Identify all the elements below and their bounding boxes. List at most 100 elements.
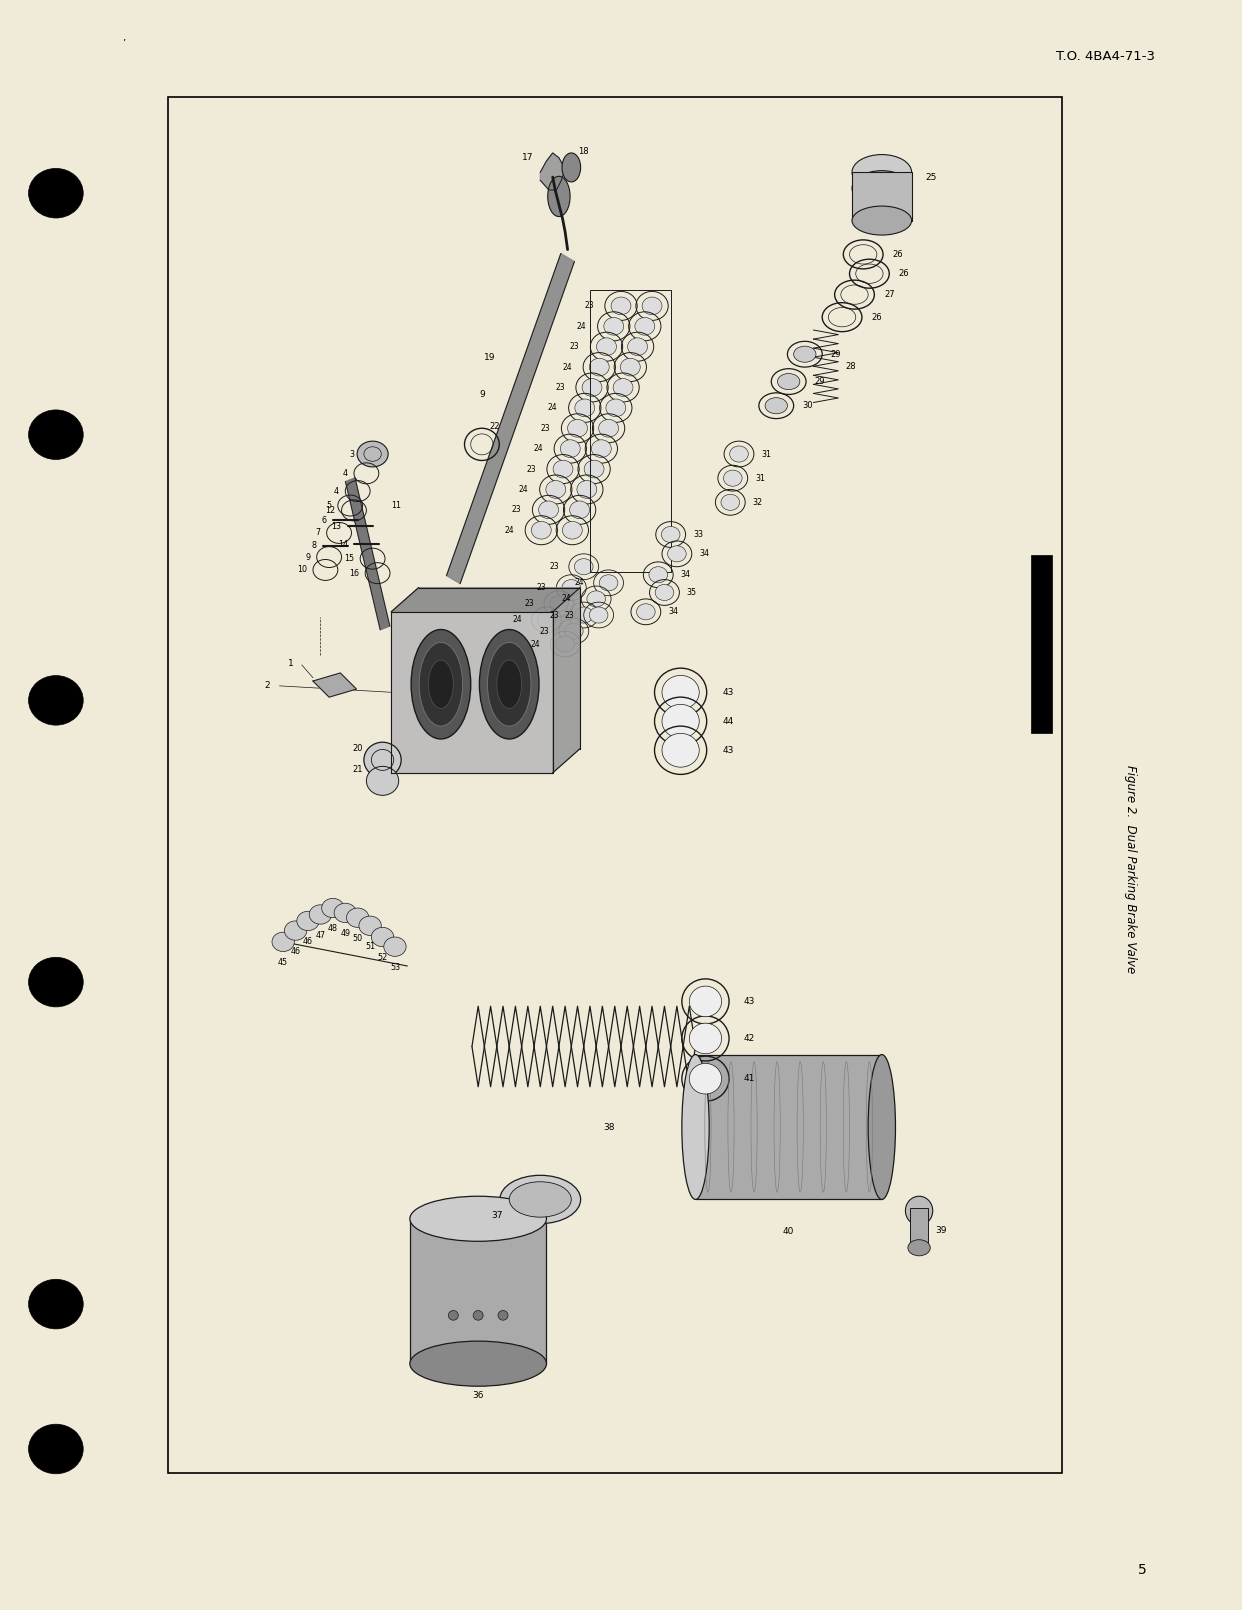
Ellipse shape — [322, 898, 344, 918]
Ellipse shape — [642, 296, 662, 314]
Ellipse shape — [599, 575, 619, 591]
Ellipse shape — [589, 357, 609, 375]
Ellipse shape — [635, 317, 655, 335]
Text: 42: 42 — [743, 1034, 755, 1043]
Text: 1: 1 — [288, 658, 293, 668]
Ellipse shape — [411, 630, 471, 739]
Ellipse shape — [545, 480, 566, 499]
Ellipse shape — [29, 1425, 83, 1473]
Ellipse shape — [668, 546, 687, 562]
Text: 3: 3 — [349, 449, 354, 459]
Bar — [852, 172, 912, 221]
Text: 24: 24 — [504, 526, 514, 535]
Bar — [910, 1208, 928, 1243]
Ellipse shape — [611, 296, 631, 314]
Ellipse shape — [359, 916, 381, 935]
Ellipse shape — [29, 411, 83, 459]
Ellipse shape — [487, 642, 532, 726]
Bar — [168, 97, 1062, 1473]
Text: 9: 9 — [306, 552, 310, 562]
Ellipse shape — [662, 676, 699, 708]
Text: 47: 47 — [315, 931, 325, 940]
Ellipse shape — [586, 591, 606, 607]
Text: 19: 19 — [484, 353, 496, 362]
Text: 28: 28 — [846, 362, 856, 370]
Text: 23: 23 — [512, 506, 522, 514]
Ellipse shape — [574, 607, 594, 623]
Ellipse shape — [537, 612, 556, 628]
Text: 33: 33 — [693, 530, 703, 539]
Ellipse shape — [606, 399, 626, 417]
Ellipse shape — [604, 317, 623, 335]
Text: 24: 24 — [561, 594, 571, 604]
Text: 16: 16 — [349, 568, 359, 578]
Ellipse shape — [371, 927, 394, 947]
Ellipse shape — [561, 580, 581, 596]
Ellipse shape — [448, 1311, 458, 1320]
Ellipse shape — [852, 206, 912, 235]
Ellipse shape — [564, 623, 584, 639]
Text: 45: 45 — [278, 958, 288, 968]
Ellipse shape — [662, 704, 699, 737]
Text: 24: 24 — [574, 578, 584, 588]
Text: 17: 17 — [522, 153, 534, 163]
Ellipse shape — [297, 911, 319, 931]
Ellipse shape — [29, 958, 83, 1006]
Text: 12: 12 — [325, 506, 335, 515]
Ellipse shape — [539, 501, 559, 518]
Ellipse shape — [576, 480, 597, 499]
Ellipse shape — [689, 1064, 722, 1095]
Text: 20: 20 — [353, 744, 363, 753]
Ellipse shape — [549, 596, 569, 612]
Ellipse shape — [334, 903, 356, 923]
Ellipse shape — [908, 1240, 930, 1256]
Text: 29: 29 — [815, 377, 825, 386]
Ellipse shape — [621, 357, 641, 375]
Bar — [410, 1219, 546, 1364]
Text: 24: 24 — [519, 485, 529, 494]
Ellipse shape — [272, 932, 294, 952]
Ellipse shape — [553, 460, 573, 478]
Ellipse shape — [905, 1196, 933, 1225]
Ellipse shape — [794, 346, 816, 362]
Ellipse shape — [589, 607, 609, 623]
Ellipse shape — [656, 584, 674, 601]
Ellipse shape — [29, 1280, 83, 1328]
Bar — [696, 1055, 882, 1199]
Ellipse shape — [636, 604, 656, 620]
Ellipse shape — [560, 440, 580, 457]
Text: 18: 18 — [579, 147, 589, 156]
Text: 49: 49 — [340, 929, 350, 939]
Text: 5: 5 — [1138, 1563, 1148, 1576]
Text: 27: 27 — [884, 290, 894, 299]
Text: 48: 48 — [328, 924, 338, 934]
Ellipse shape — [596, 338, 616, 356]
Ellipse shape — [689, 1024, 722, 1053]
Text: T.O. 4BA4-71-3: T.O. 4BA4-71-3 — [1056, 50, 1155, 63]
Text: ’: ’ — [123, 39, 125, 48]
Ellipse shape — [852, 155, 912, 190]
Polygon shape — [447, 253, 574, 584]
Ellipse shape — [548, 177, 570, 217]
Text: 24: 24 — [533, 444, 543, 452]
Ellipse shape — [723, 470, 743, 486]
Text: 6: 6 — [322, 515, 327, 525]
Text: 23: 23 — [555, 383, 565, 391]
Ellipse shape — [473, 1311, 483, 1320]
Text: 38: 38 — [602, 1122, 615, 1132]
Polygon shape — [345, 478, 390, 630]
Text: 23: 23 — [539, 626, 549, 636]
Ellipse shape — [366, 766, 399, 795]
Text: 26: 26 — [872, 312, 882, 322]
Ellipse shape — [648, 567, 668, 583]
Ellipse shape — [29, 169, 83, 217]
Text: 50: 50 — [353, 934, 363, 943]
Text: 23: 23 — [570, 343, 579, 351]
Ellipse shape — [574, 559, 594, 575]
Ellipse shape — [428, 660, 453, 708]
Text: 23: 23 — [549, 610, 559, 620]
Text: 23: 23 — [527, 465, 535, 473]
Ellipse shape — [599, 419, 619, 436]
Ellipse shape — [384, 937, 406, 956]
Ellipse shape — [358, 441, 388, 467]
